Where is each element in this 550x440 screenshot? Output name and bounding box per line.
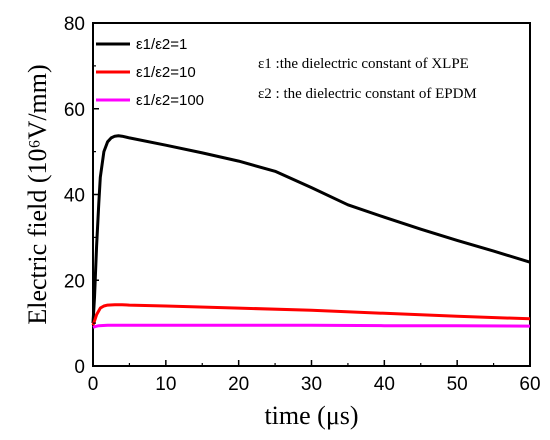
x-tick-label: 30 bbox=[301, 374, 322, 395]
x-tick-label: 0 bbox=[88, 374, 99, 395]
series-line-3 bbox=[92, 323, 531, 329]
x-tick-label: 10 bbox=[155, 374, 176, 395]
y-tick-label: 20 bbox=[64, 271, 85, 292]
y-tick-label: 60 bbox=[64, 100, 85, 121]
x-axis-title: time (μs) bbox=[264, 401, 358, 430]
series-line-2 bbox=[91, 303, 531, 326]
annotation-1: ε1 :the dielectric constant of XLPE bbox=[258, 56, 469, 72]
legend-label-2: ε1/ε2=10 bbox=[136, 64, 196, 81]
legend-label-3: ε1/ε2=100 bbox=[136, 92, 204, 109]
x-tick-label: 20 bbox=[228, 374, 249, 395]
x-tick-label: 50 bbox=[447, 374, 468, 395]
series-line-1 bbox=[91, 134, 531, 324]
y-tick-label: 80 bbox=[64, 14, 85, 35]
x-tick-label: 60 bbox=[519, 374, 540, 395]
y-axis-title: Electric field (10⁶V/mm) bbox=[23, 64, 52, 324]
x-tick-label: 40 bbox=[374, 374, 395, 395]
y-tick-label: 40 bbox=[64, 186, 85, 207]
y-tick-label: 0 bbox=[74, 357, 85, 378]
legend-label-1: ε1/ε2=1 bbox=[136, 36, 187, 53]
annotation-2: ε2 : the dielectric constant of EPDM bbox=[258, 86, 477, 102]
